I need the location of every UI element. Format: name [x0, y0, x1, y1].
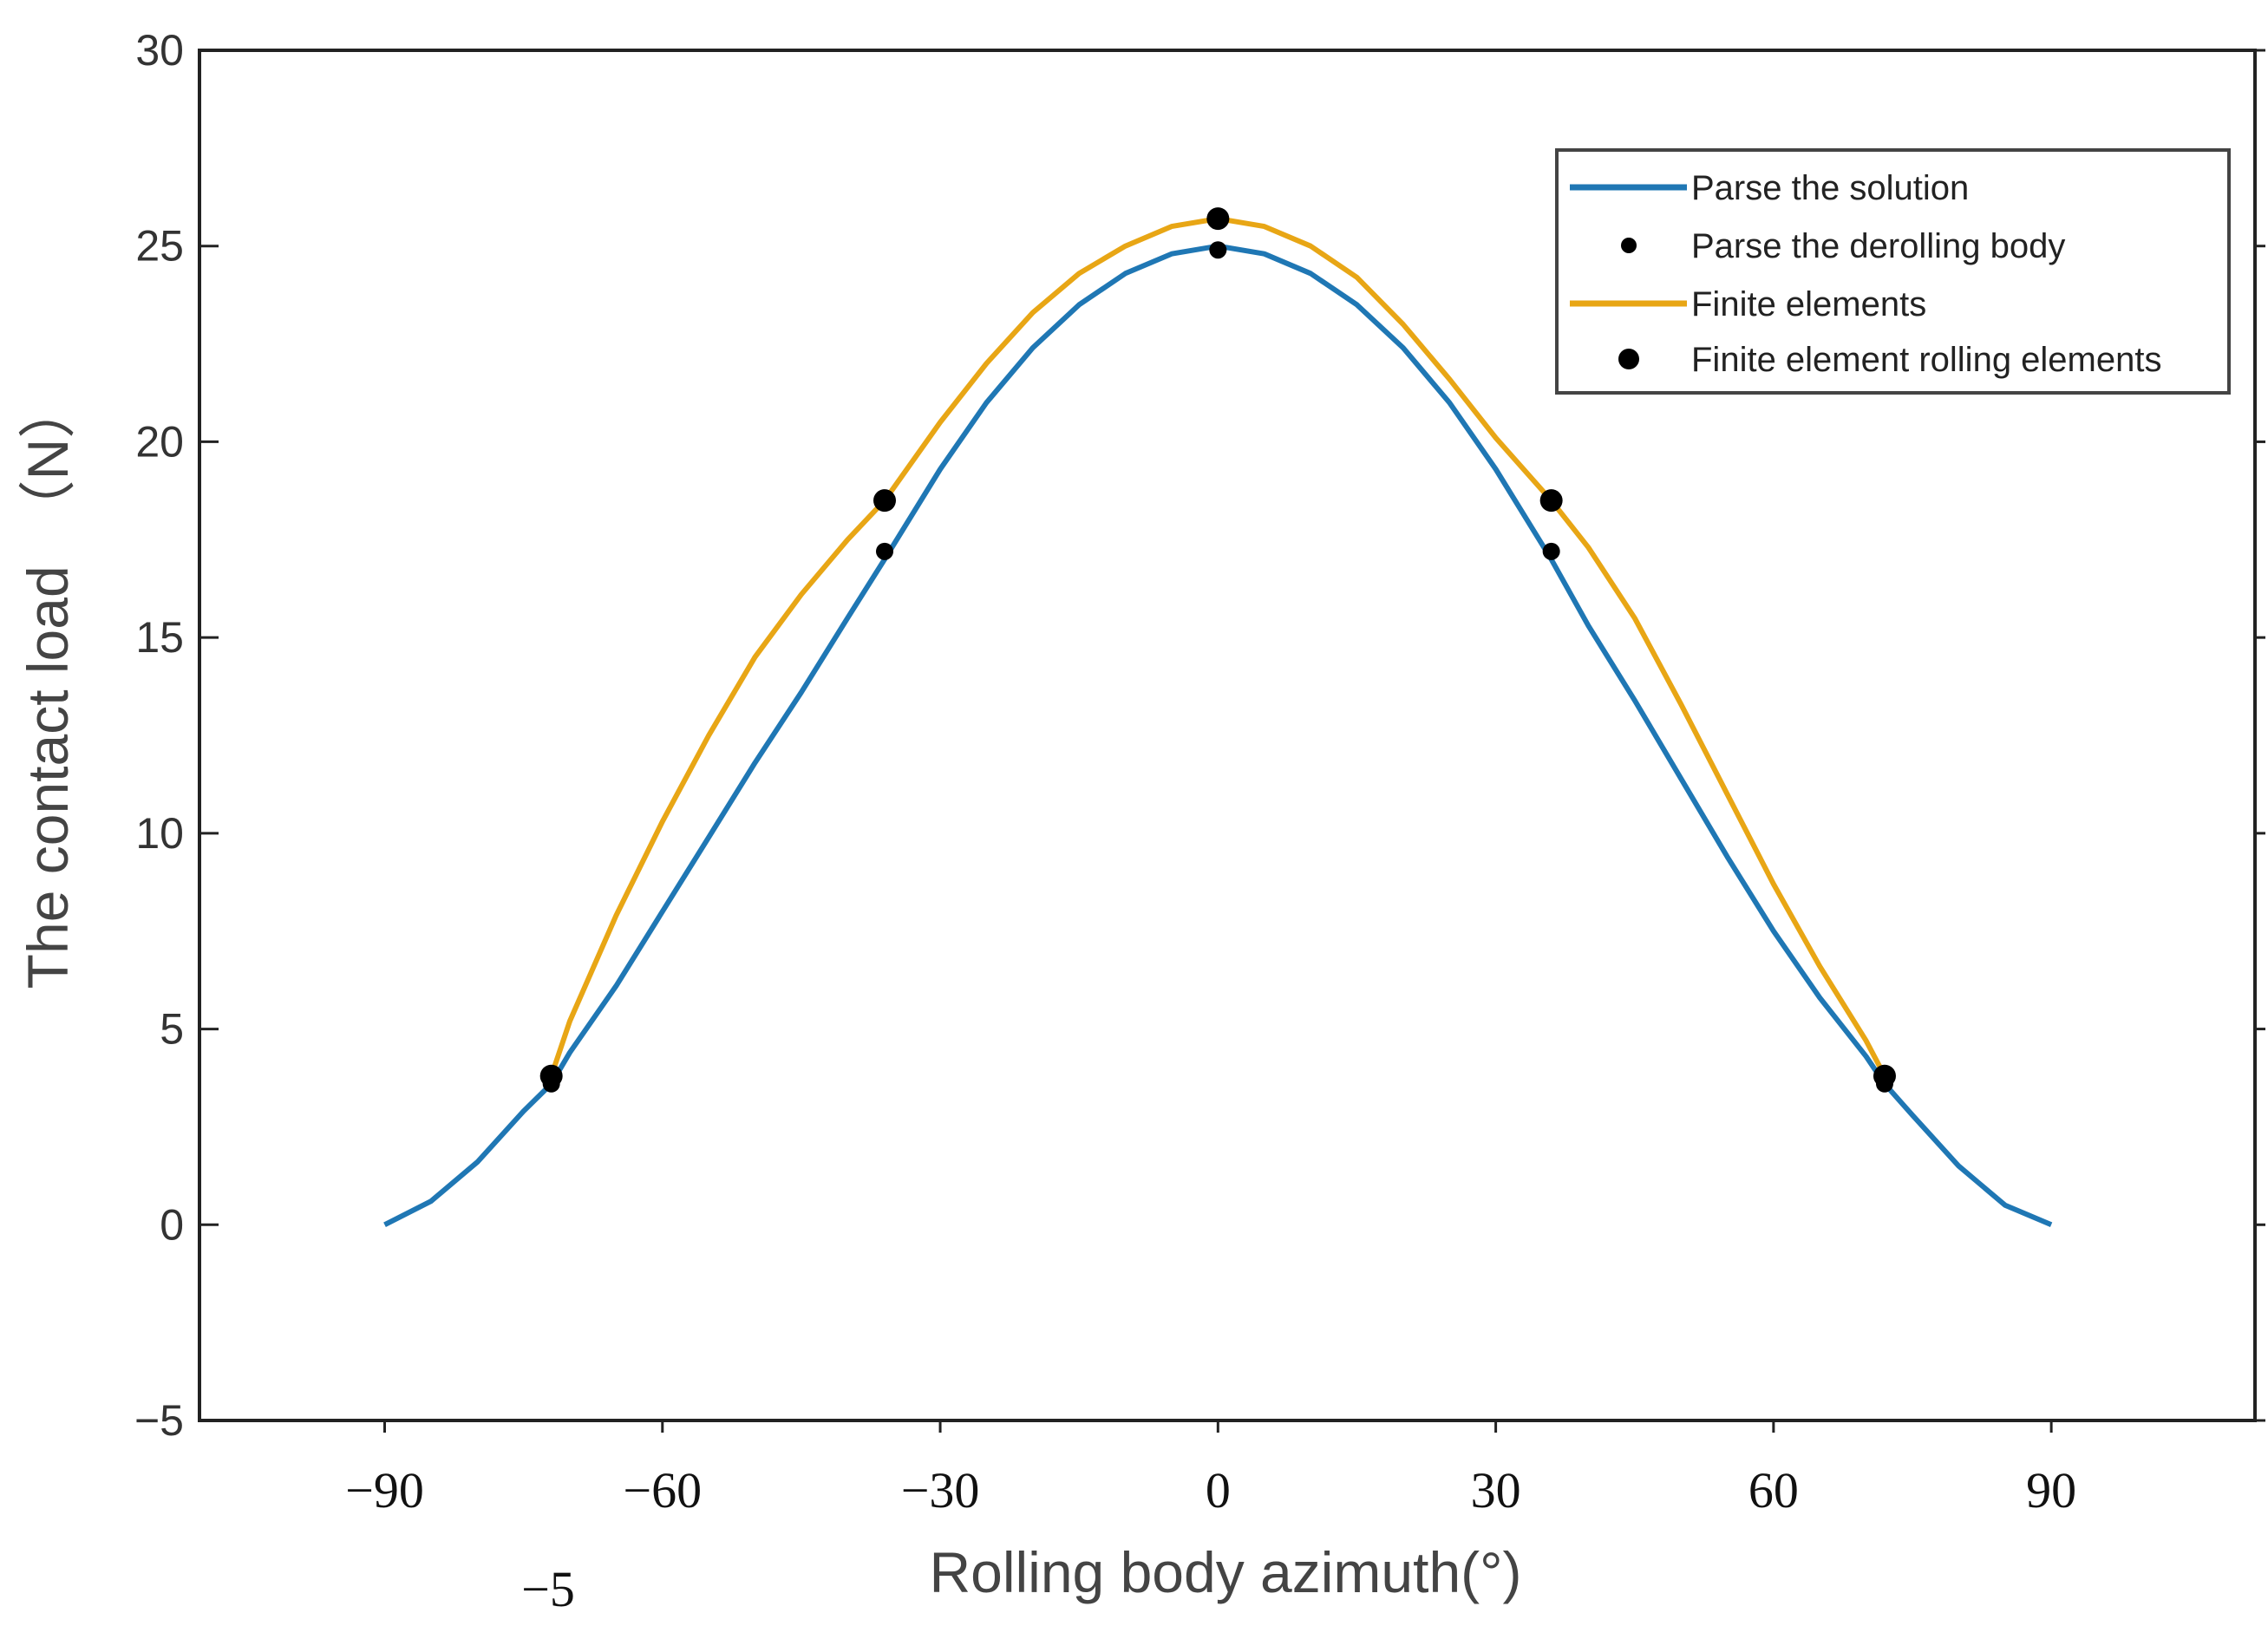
x-tick-label: 0	[1206, 1462, 1231, 1518]
y-axis: −5 0 5 10 15 20 25 30	[134, 26, 2265, 1445]
y-tick-label: 0	[160, 1200, 184, 1249]
y-axis-label: The contact load （N）	[16, 382, 80, 989]
legend-marker-finite-rolling	[1618, 349, 1639, 369]
legend-label-parse-solution: Parse the solution	[1691, 169, 1969, 207]
x-tick-label: −30	[901, 1462, 980, 1518]
y-tick-label: 10	[135, 809, 184, 858]
data-point-1	[1542, 542, 1560, 560]
legend-label-finite-elements: Finite elements	[1691, 285, 1926, 323]
y-tick-label: 5	[160, 1005, 184, 1054]
data-point-3	[539, 1064, 563, 1087]
x-tick-label: −60	[623, 1462, 702, 1518]
data-point-1	[876, 542, 893, 560]
legend-label-parse-derolling: Parse the derolling body	[1691, 227, 2065, 265]
y-tick-label: 25	[135, 222, 184, 271]
legend-marker-parse-derolling	[1621, 238, 1637, 253]
x-tick-label: −90	[345, 1462, 424, 1518]
x-axis-label: Rolling body azimuth(°)	[929, 1540, 1521, 1604]
data-point-1	[1209, 241, 1227, 259]
series-layer	[383, 207, 2053, 1228]
extra-tick-label: −5	[521, 1561, 575, 1617]
x-tick-label: 90	[2026, 1462, 2076, 1518]
data-point-3	[1206, 207, 1230, 231]
y-tick-label: 30	[135, 26, 184, 75]
x-tick-label: 60	[1748, 1462, 1799, 1518]
legend: Parse the solution Parse the derolling b…	[1555, 148, 2231, 395]
legend-box	[1555, 148, 2231, 395]
y-tick-label: 15	[135, 613, 184, 662]
y-tick-label: −5	[134, 1396, 184, 1445]
data-point-3	[1539, 489, 1563, 513]
data-point-3	[873, 489, 896, 513]
x-tick-label: 30	[1471, 1462, 1521, 1518]
y-tick-label: 20	[135, 417, 184, 466]
x-axis: −90 −60 −30 0 30 60 90	[345, 1420, 2076, 1518]
data-point-3	[1873, 1064, 1896, 1087]
legend-label-finite-rolling: Finite element rolling elements	[1691, 341, 2161, 379]
